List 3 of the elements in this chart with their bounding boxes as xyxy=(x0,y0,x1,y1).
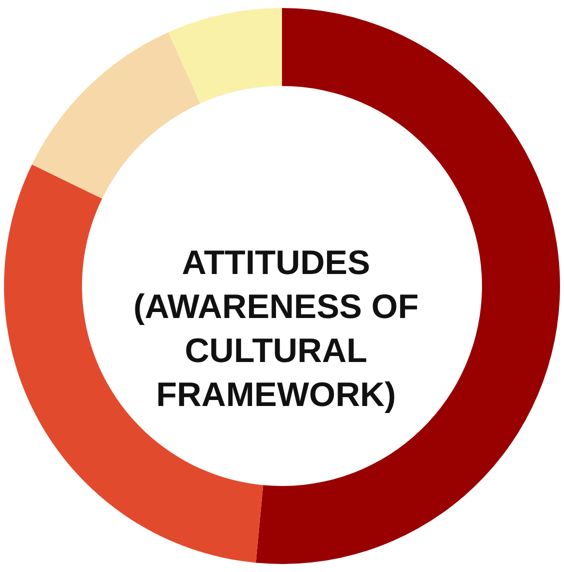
donut-slice xyxy=(168,8,282,104)
donut-slice xyxy=(32,32,200,199)
text: ATTITUDES (AWARENESS OF CULTURAL FRAMEWORK) xyxy=(133,244,419,414)
